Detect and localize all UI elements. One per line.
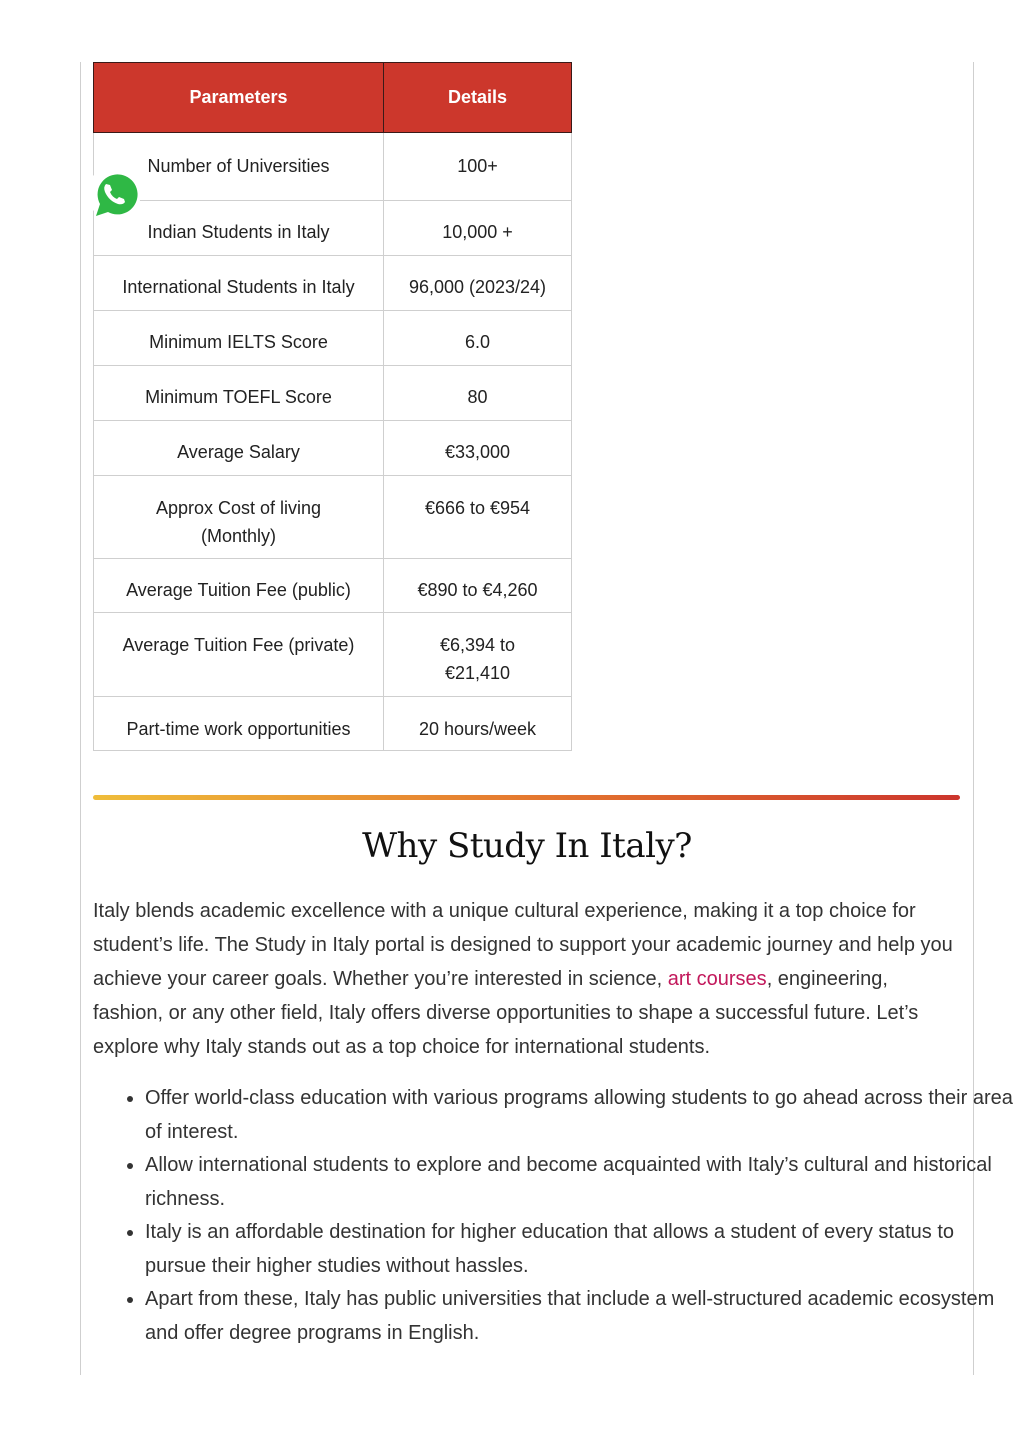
parameter-cell: International Students in Italy <box>93 255 384 311</box>
detail-cell: 100+ <box>383 132 572 201</box>
detail-cell: 96,000 (2023/24) <box>383 255 572 311</box>
parameter-cell: Part-time work opportunities <box>93 696 384 751</box>
table-header-row: Parameters Details <box>93 62 572 133</box>
table-row: Average Tuition Fee (private) €6,394 to €… <box>93 612 572 697</box>
detail-cell: 10,000 + <box>383 200 572 256</box>
intro-text: Italy blends academic excellence with a … <box>93 900 953 990</box>
table-row: Minimum TOEFL Score 80 <box>93 365 572 421</box>
list-item: Apart from these, Italy has public unive… <box>145 1282 1015 1350</box>
table-row: Average Tuition Fee (public) €890 to €4,2… <box>93 558 572 613</box>
detail-cell: €666 to €954 <box>383 475 572 559</box>
parameter-cell: Average Tuition Fee (public) <box>93 558 384 613</box>
detail-cell: €890 to €4,260 <box>383 558 572 613</box>
list-item: Italy is an affordable destination for h… <box>145 1215 1015 1283</box>
detail-cell: 20 hours/week <box>383 696 572 751</box>
intro-text-end: , engineering, fashion, or any other fie… <box>93 968 919 1058</box>
table-row: Part-time work opportunities 20 hours/wee… <box>93 696 572 751</box>
list-item: Allow international students to explore … <box>145 1148 1015 1216</box>
whatsapp-button[interactable] <box>86 166 142 222</box>
table-row: Minimum IELTS Score 6.0 <box>93 310 572 366</box>
reasons-list: Offer world-class education with various… <box>93 1081 1015 1349</box>
detail-cell: 80 <box>383 365 572 421</box>
table-row: International Students in Italy 96,000 (2… <box>93 255 572 311</box>
header-details: Details <box>383 62 572 133</box>
list-item: Offer world-class education with various… <box>145 1081 1015 1149</box>
header-parameters: Parameters <box>93 62 384 133</box>
parameter-cell: Average Salary <box>93 420 384 476</box>
parameter-cell: Minimum IELTS Score <box>93 310 384 366</box>
detail-cell: €6,394 to €21,410 <box>383 612 572 697</box>
table-row: Average Salary €33,000 <box>93 420 572 476</box>
table-row: Indian Students in Italy 10,000 + <box>93 200 572 256</box>
art-courses-link[interactable]: art courses <box>667 968 767 990</box>
parameter-cell: Number of Universities <box>93 132 384 201</box>
parameter-cell: Minimum TOEFL Score <box>93 365 384 421</box>
table-row: Number of Universities 100+ <box>93 132 572 201</box>
detail-cell: 6.0 <box>383 310 572 366</box>
content-frame <box>80 62 974 1375</box>
section-divider <box>93 795 960 800</box>
parameter-cell: Approx Cost of living (Monthly) <box>93 475 384 559</box>
detail-cell: €33,000 <box>383 420 572 476</box>
section-title: Why Study In Italy? <box>362 826 692 866</box>
italy-facts-table: Parameters Details Number of Universitie… <box>93 62 572 751</box>
intro-paragraph: Italy blends academic excellence with a … <box>93 894 963 1064</box>
parameter-cell: Indian Students in Italy <box>93 200 384 256</box>
parameter-cell: Average Tuition Fee (private) <box>93 612 384 697</box>
table-row: Approx Cost of living (Monthly) €666 to €… <box>93 475 572 559</box>
whatsapp-icon <box>87 166 141 220</box>
